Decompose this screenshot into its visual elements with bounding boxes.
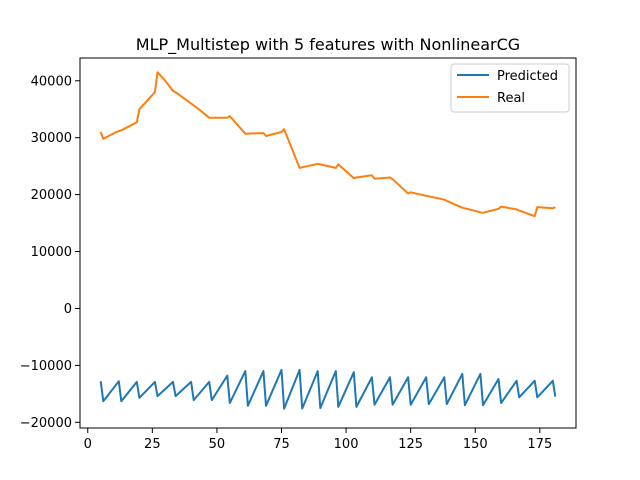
y-tick-label: 40000 [31,74,72,89]
y-tick-label: 20000 [31,188,72,203]
x-axis: 0 25 50 75 100 125 150 175 [84,428,552,452]
x-tick-label: 0 [84,437,92,452]
legend: Predicted Real [450,63,570,113]
y-tick-label: −20000 [20,416,72,431]
y-axis: −20000 −10000 0 10000 20000 30000 40000 [20,74,80,431]
x-tick-label: 150 [463,437,488,452]
legend-label-predicted: Predicted [497,69,558,84]
plot-lines [99,71,557,410]
plot-frame [79,57,577,429]
x-tick-label: 25 [144,437,161,452]
y-tick-label: 10000 [31,245,72,260]
y-tick-label: 30000 [31,131,72,146]
series-line-predicted [99,368,557,410]
y-tick-label: 0 [64,302,72,317]
x-tick-label: 175 [527,437,552,452]
x-tick-label: 50 [209,437,226,452]
series-line-real [99,71,556,218]
legend-label-real: Real [497,91,525,106]
x-tick-label: 75 [273,437,290,452]
x-tick-label: 125 [398,437,423,452]
chart-title: MLP_Multistep with 5 features with Nonli… [136,35,520,55]
y-tick-label: −10000 [20,359,72,374]
x-tick-label: 100 [334,437,359,452]
